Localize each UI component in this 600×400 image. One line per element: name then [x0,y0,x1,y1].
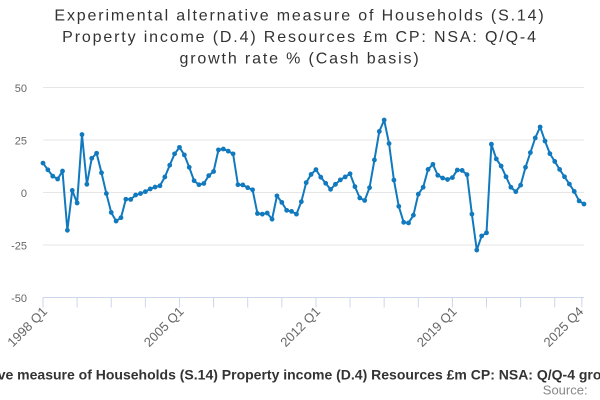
svg-text:Experimental alternative measu: Experimental alternative measure of Hous… [54,8,545,25]
svg-text:Property income (D.4) Resource: Property income (D.4) Resources £m CP: N… [62,29,538,46]
svg-text:growth rate % (Cash basis): growth rate % (Cash basis) [179,51,420,68]
svg-text:50: 50 [15,83,27,95]
svg-text:-50: -50 [11,293,27,305]
svg-text:-25: -25 [11,241,27,253]
svg-text:0: 0 [21,188,27,200]
svg-text:Experimental alternative measu: Experimental alternative measure of Hous… [0,367,600,383]
svg-text:25: 25 [15,136,27,148]
svg-text:Source:: Source: [543,382,588,397]
